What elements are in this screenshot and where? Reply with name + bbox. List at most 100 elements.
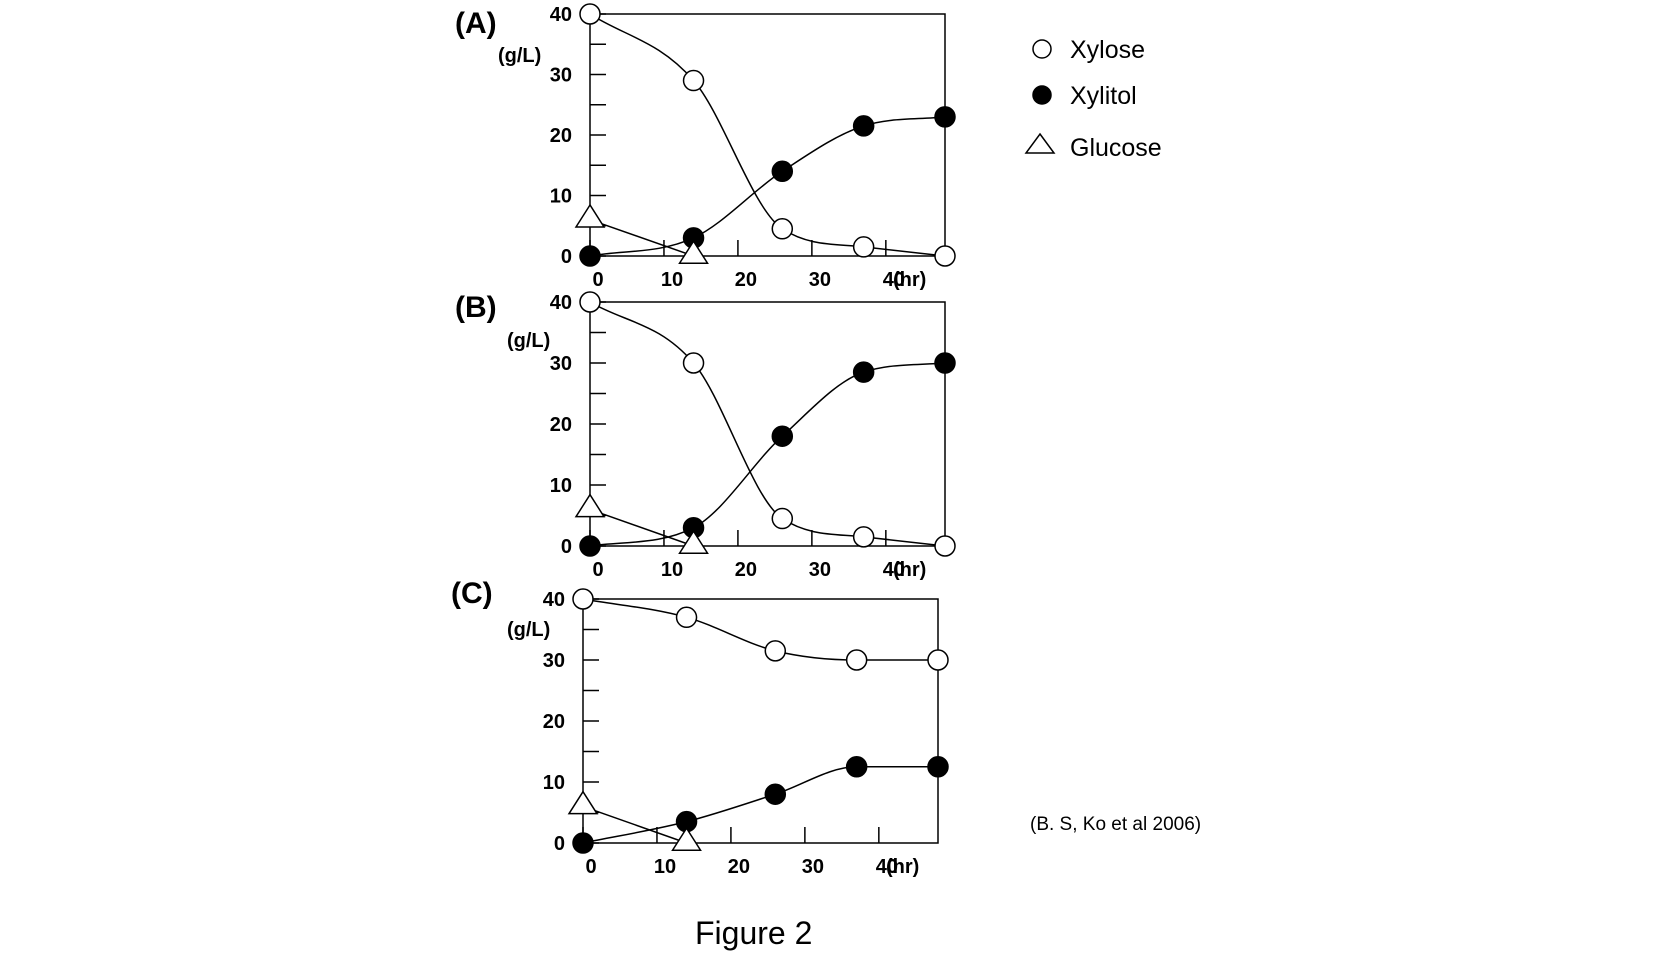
y-tick-label: 40 <box>543 589 565 611</box>
x-tick-label: 10 <box>661 559 683 581</box>
point-xylitol <box>934 352 956 374</box>
legend-item-glucose: Glucose <box>1024 132 1162 162</box>
plot-frame <box>589 301 946 547</box>
y-tick-label: 20 <box>550 125 572 147</box>
legend-xylitol-label: Xylitol <box>1070 82 1137 110</box>
point-glucose <box>671 826 702 852</box>
legend-xylose-marker <box>1032 39 1052 59</box>
series-line-glucose <box>589 218 694 257</box>
point-xylose <box>845 649 868 671</box>
y-tick-label: 30 <box>543 650 565 672</box>
point-glucose <box>574 203 606 228</box>
point-xylose <box>579 291 601 313</box>
point-xylose <box>579 3 601 25</box>
point-xylose <box>764 640 787 662</box>
legend-xylitol-marker <box>1032 85 1052 105</box>
x-tick-label: 20 <box>735 269 757 291</box>
y-tick-label: 30 <box>550 65 572 87</box>
x-tick-label: 0 <box>585 856 596 878</box>
y-tick-label: 40 <box>550 4 572 26</box>
y-axis-label: (g/L) <box>507 619 550 641</box>
x-tick-label: 20 <box>735 559 757 581</box>
point-xylose <box>682 352 705 374</box>
legend-xylose-label: Xylose <box>1070 36 1145 64</box>
point-xylose <box>572 588 594 610</box>
x-tick-label: 0 <box>592 269 603 291</box>
figure-caption: Figure 2 <box>695 915 812 951</box>
point-xylitol <box>934 106 956 128</box>
y-axis-label: (g/L) <box>498 45 541 67</box>
legend-item-xylitol: Xylitol <box>1032 82 1137 110</box>
point-xylose <box>771 507 794 530</box>
series-line-glucose <box>582 805 687 844</box>
x-tick-label: 30 <box>809 269 831 291</box>
x-tick-label: 0 <box>592 559 603 581</box>
y-tick-label: 10 <box>550 186 572 208</box>
series-line-xylose <box>589 301 946 547</box>
series-line-xylitol <box>589 116 946 257</box>
x-axis-label: (hr) <box>893 269 926 291</box>
x-tick-label: 10 <box>661 269 683 291</box>
point-xylose <box>771 218 794 240</box>
point-glucose <box>567 790 599 815</box>
plot-frame <box>582 598 939 844</box>
y-axis-label: (g/L) <box>507 330 550 352</box>
legend-item-xylose: Xylose <box>1032 36 1145 64</box>
legend-glucose-marker <box>1024 132 1056 154</box>
point-xylose <box>675 606 698 629</box>
point-xylose <box>852 526 875 548</box>
series-line-glucose <box>589 508 694 547</box>
point-xylitol <box>771 160 794 183</box>
x-tick-label: 20 <box>728 856 750 878</box>
point-xylitol <box>579 535 601 557</box>
point-xylose <box>682 69 705 92</box>
x-tick-label: 40 <box>876 856 898 878</box>
x-tick-label: 40 <box>883 559 905 581</box>
panel-label: (B) <box>455 291 497 324</box>
x-axis-label: (hr) <box>893 559 926 581</box>
point-xylitol <box>572 832 594 854</box>
y-tick-label: 10 <box>550 475 572 497</box>
point-glucose <box>678 239 709 265</box>
y-tick-label: 0 <box>561 536 572 558</box>
y-tick-label: 40 <box>550 292 572 314</box>
point-glucose <box>574 493 606 518</box>
citation: (B. S, Ko et al 2006) <box>1030 814 1201 835</box>
point-xylitol <box>845 756 868 778</box>
y-tick-label: 20 <box>550 414 572 436</box>
x-tick-label: 10 <box>654 856 676 878</box>
x-tick-label: 30 <box>809 559 831 581</box>
series-line-xylose <box>589 13 946 257</box>
point-xylose <box>927 649 949 671</box>
point-xylitol <box>771 425 794 447</box>
point-xylitol <box>927 756 949 778</box>
y-tick-label: 0 <box>561 246 572 268</box>
point-xylose <box>934 245 956 267</box>
x-tick-label: 40 <box>883 269 905 291</box>
plot-frame <box>589 13 946 257</box>
y-tick-label: 10 <box>543 772 565 794</box>
panel-label: (A) <box>455 7 497 40</box>
point-xylitol <box>579 245 601 267</box>
x-axis-label: (hr) <box>886 856 919 878</box>
y-tick-label: 20 <box>543 711 565 733</box>
point-xylose <box>852 236 875 258</box>
series-line-xylitol <box>589 362 946 547</box>
point-xylitol <box>852 361 875 383</box>
x-tick-label: 30 <box>802 856 824 878</box>
legend-glucose-label: Glucose <box>1070 134 1162 162</box>
point-xylose <box>934 535 956 557</box>
point-xylitol <box>852 115 875 137</box>
legend: Xylose Xylitol Glucose <box>1024 36 1162 162</box>
point-xylitol <box>764 783 787 805</box>
panel-label: (C) <box>451 577 493 610</box>
series-line-xylitol <box>582 765 938 844</box>
y-tick-label: 30 <box>550 353 572 375</box>
y-tick-label: 0 <box>554 833 565 855</box>
point-glucose <box>678 529 709 555</box>
